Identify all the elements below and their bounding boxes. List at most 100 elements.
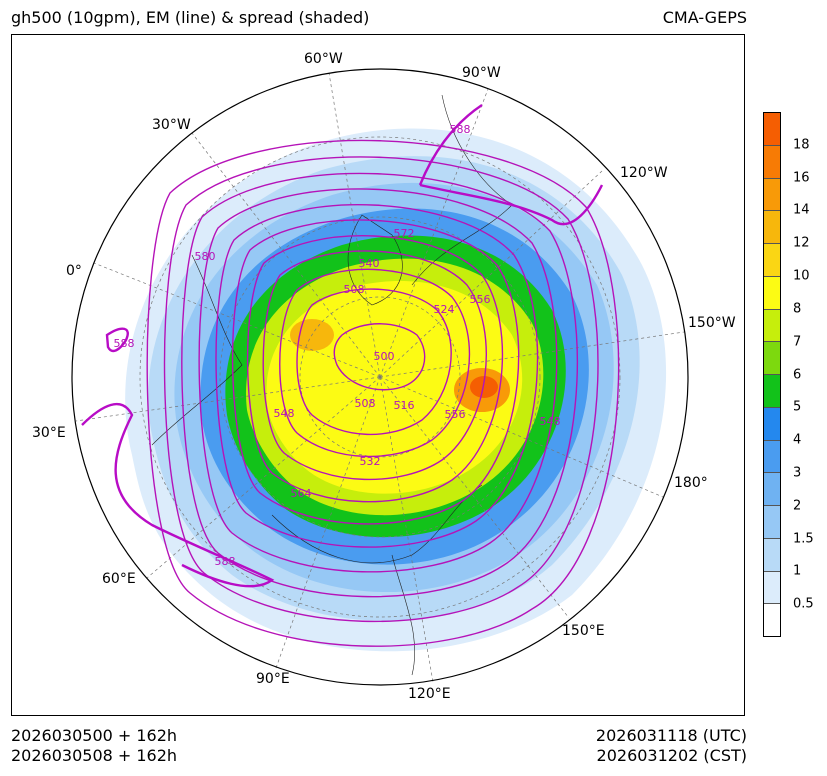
lon-label: 60°W [304, 51, 343, 67]
lon-label: 30°E [32, 425, 66, 441]
init-cst: 2026030508 + 162h [11, 746, 178, 765]
lon-label: 150°E [562, 623, 605, 639]
colorbar-label: 6 [793, 367, 802, 382]
contour-label: 588 [114, 337, 135, 350]
contour-548 [215, 204, 539, 548]
colorbar-segment [764, 275, 780, 309]
colorbar-segment [764, 537, 780, 571]
lon-label: 150°W [688, 315, 736, 331]
contour-label: 500 [374, 350, 395, 363]
contour-label: 508 [355, 397, 376, 410]
contour-label: 548 [274, 407, 295, 420]
contour-588-africa [81, 403, 275, 588]
lon-label: 90°W [462, 65, 501, 81]
contour-588-atlantic [105, 327, 129, 353]
contour-564 [181, 172, 578, 598]
colorbar-segment [764, 374, 780, 407]
meridian [379, 170, 603, 378]
valid-utc: 2026031118 (UTC) [595, 726, 747, 745]
model-name: CMA-GEPS [662, 8, 747, 27]
lon-label: 180° [674, 475, 708, 491]
spread-shading [125, 128, 667, 652]
colorbar-segment [764, 113, 780, 145]
chart-title: gh500 (10gpm), EM (line) & spread (shade… [11, 8, 370, 27]
contour-516 [279, 268, 471, 458]
contour-label: 556 [445, 408, 466, 421]
colorbar-segment [764, 210, 780, 243]
contour-label: 556 [470, 293, 491, 306]
coastline-europe [151, 254, 243, 446]
latitude-circle [219, 216, 541, 538]
contour-524 [262, 250, 487, 481]
colorbar [763, 112, 781, 637]
colorbar-segment [764, 308, 780, 342]
colorbar-segment [764, 570, 780, 604]
colorbar-segment [764, 177, 780, 211]
colorbar-label: 3 [793, 465, 802, 481]
colorbar-label: 10 [793, 268, 810, 284]
graticule [75, 72, 685, 683]
colorbar-segment [764, 505, 780, 538]
colorbar-segment [764, 439, 780, 473]
colorbar-segment [764, 243, 780, 276]
contour-572 [163, 156, 599, 623]
latitude-circle [299, 296, 461, 458]
lon-label: 120°W [620, 165, 668, 181]
contour-508 [296, 288, 452, 436]
valid-cst: 2026031202 (CST) [596, 746, 747, 765]
colorbar-label: 4 [793, 432, 802, 448]
colorbar-label: 0.5 [793, 596, 814, 612]
colorbar-label: 14 [793, 202, 810, 218]
contour-label: 572 [394, 227, 415, 240]
lon-label: 30°W [152, 117, 191, 133]
contour-label: 588 [215, 555, 236, 568]
latitude-circle [139, 136, 621, 618]
contour-532 [246, 235, 504, 503]
contour-label: 564 [291, 487, 312, 500]
lon-label: 60°E [102, 571, 136, 587]
coastline-east-asia [391, 554, 415, 676]
longitude-labels: 60°W 90°W 120°W 150°W 180° 150°E 120°E 9… [32, 51, 736, 702]
colorbar-label: 16 [793, 170, 810, 186]
colorbar-segment [764, 472, 780, 505]
contours [146, 139, 620, 647]
colorbar-label: 1.5 [793, 531, 814, 547]
contour-label: 588 [450, 123, 471, 136]
lon-label: 120°E [408, 686, 451, 702]
colorbar-label: 8 [793, 301, 802, 317]
coastline-asia [271, 484, 483, 564]
lon-label: 90°E [256, 671, 290, 687]
contour-label: 540 [359, 257, 380, 270]
valid-time: 2026031118 (UTC) 2026031202 (CST) [596, 726, 747, 766]
contour-556 [198, 188, 558, 573]
init-time: 2026030500 + 162h 2026030508 + 162h [11, 726, 177, 766]
map-boundary [71, 68, 689, 686]
contour-labels: 572 540 508 524 556 500 516 508 548 532 … [114, 123, 561, 568]
colorbar-label: 1 [793, 563, 802, 579]
contour-label: 524 [434, 303, 455, 316]
contour-label: 548 [540, 415, 561, 428]
colorbar-label: 7 [793, 334, 802, 350]
colorbar-segment [764, 603, 780, 636]
spread-max-pacific-core [470, 376, 498, 398]
colorbar-labels: 0.5 1 1.5 2 3 4 5 6 7 8 10 12 14 16 18 [793, 112, 827, 637]
contours-588 [81, 104, 604, 588]
colorbar-label: 12 [793, 235, 810, 251]
colorbar-label: 5 [793, 399, 802, 415]
init-utc: 2026030500 + 162h [11, 726, 178, 745]
contour-588-america [418, 104, 604, 226]
colorbar-segment [764, 406, 780, 440]
colorbar-label: 2 [793, 498, 802, 514]
colorbar-segment [764, 144, 780, 178]
contour-label: 516 [394, 399, 415, 412]
map-frame: 572 540 508 524 556 500 516 508 548 532 … [11, 34, 745, 716]
contour-label: 508 [344, 283, 365, 296]
colorbar-segment [764, 341, 780, 374]
contour-540 [231, 219, 520, 525]
colorbar-label: 18 [793, 137, 810, 153]
contour-label: 580 [195, 250, 216, 263]
polar-map: 572 540 508 524 556 500 516 508 548 532 … [32, 51, 736, 702]
lon-label: 0° [66, 263, 82, 279]
contour-580 [146, 139, 620, 647]
contour-label: 532 [360, 455, 381, 468]
